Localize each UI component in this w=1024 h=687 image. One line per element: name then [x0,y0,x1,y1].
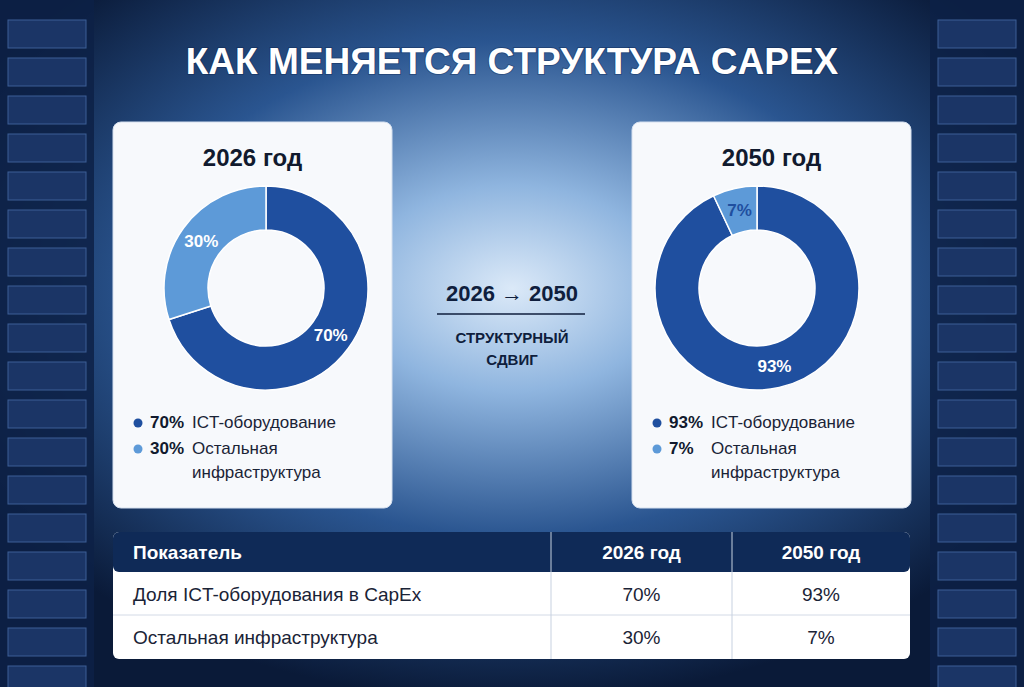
table: Показатель 2026 год 2050 год Доля ICT-обору… [113,532,910,659]
card [113,122,392,508]
rack-unit [938,590,1016,618]
legend-label: Остальнаяинфраструктура [711,439,840,482]
table-rule [551,532,552,659]
rack-unit [8,514,86,542]
legend: 93% ICT-оборудование 7% Остальнаяинфраструк… [653,413,855,482]
rack-unit [8,58,86,86]
table-header-bg [113,532,910,572]
rack-unit [8,628,86,656]
slice [164,186,266,320]
legend-marker [653,445,662,454]
transition-caption: СТРУКТУРНЫЙ [455,329,568,346]
legend-label: ICT-оборудование [192,413,336,432]
rack-unit [938,552,1016,580]
rack-unit [938,666,1016,687]
rack-unit [8,210,86,238]
rack-unit [8,286,86,314]
rack-unit [938,514,1016,542]
rack-unit [938,400,1016,428]
legend-value: 30% [150,439,184,458]
rack-unit [938,20,1016,48]
legend-label: Остальнаяинфраструктура [192,439,321,482]
slice [714,186,757,236]
rack-unit [8,476,86,504]
legend-value: 70% [150,413,184,432]
rack-unit [8,400,86,428]
data-label: 7% [727,201,752,220]
rack-unit [938,438,1016,466]
legend-value: 7% [669,439,694,458]
transition-arrow-line [437,313,585,315]
legend-label: ICT-оборудование [711,413,855,432]
transition-caption: СДВИГ [486,351,538,368]
rack-unit [938,248,1016,276]
donut-card: 2026 год 70% 30% 70% ICT-оборудование 30% Оста… [113,122,392,508]
rack-unit [938,134,1016,162]
rack-unit [8,552,86,580]
legend: 70% ICT-оборудование 30% Остальнаяинфрастру… [134,413,336,482]
legend-marker [653,419,662,428]
table-body [113,532,910,659]
rack-unit [938,172,1016,200]
donut: 93% 7% [655,186,859,390]
rack-unit [938,324,1016,352]
background [0,0,1024,687]
legend-marker [134,419,143,428]
table-cell: 70% [622,584,660,605]
rack-unit [938,96,1016,124]
data-label: 30% [184,232,218,251]
rack-unit [8,134,86,162]
table-cell: 93% [802,584,840,605]
table-header: 2026 год [602,542,681,563]
rack-unit [8,324,86,352]
rack-unit [8,666,86,687]
rack-unit [8,20,86,48]
table-rule [113,615,910,616]
rack-unit [8,362,86,390]
rack-unit [938,286,1016,314]
transition-label: 2026 → 2050 [446,281,578,306]
transition: 2026 → 2050 СТРУКТУРНЫЙ СДВИГ [437,281,585,368]
table-rule [732,532,733,659]
rack-unit [938,362,1016,390]
rack-unit [938,58,1016,86]
chart-title: 2026 год [203,144,302,171]
table-cell: Доля ICT-оборудования в CapEx [133,584,422,605]
rack-unit [938,476,1016,504]
data-label: 93% [757,357,791,376]
slice [655,186,859,390]
table-header: 2050 год [782,542,861,563]
legend-value: 93% [669,413,703,432]
rack-unit [938,628,1016,656]
donut-card: 2050 год 93% 7% 93% ICT-оборудование 7% Осталь… [632,122,911,508]
legend-marker [134,445,143,454]
rack [0,0,94,687]
data-label: 70% [314,326,348,345]
donut: 70% 30% [164,186,368,390]
table-header: Показатель [133,542,242,563]
rack [930,0,1024,687]
chart-title: 2050 год [722,144,821,171]
rack-unit [8,96,86,124]
title: КАК МЕНЯЕТСЯ СТРУКТУРА CAPEX [186,41,839,82]
card [632,122,911,508]
server-racks [0,0,1024,687]
table-cell: Остальная инфраструктура [133,627,378,648]
rack-unit [8,590,86,618]
table-cell: 30% [622,627,660,648]
rack-unit [938,210,1016,238]
rack-unit [8,248,86,276]
table-cell: 7% [807,627,835,648]
rack-unit [8,438,86,466]
rack-unit [8,172,86,200]
